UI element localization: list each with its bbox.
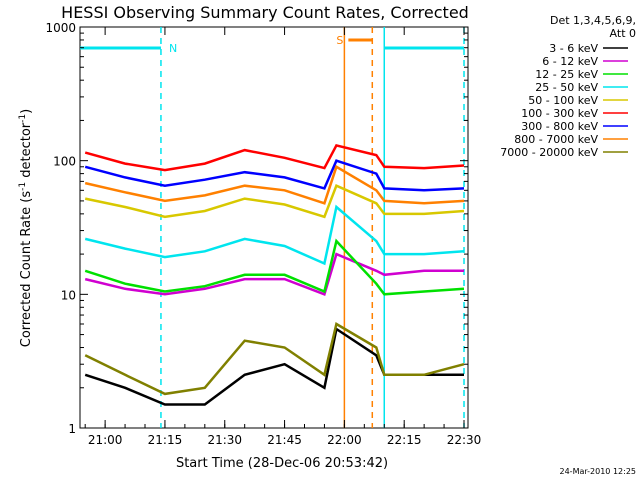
series-line — [84, 322, 465, 396]
series-line — [84, 204, 465, 266]
legend-label: 12 - 25 keV — [535, 68, 598, 81]
y-axis-label-close: ) — [19, 109, 34, 114]
legend-label: 300 - 800 keV — [521, 120, 598, 133]
legend-label: 7000 - 20000 keV — [500, 146, 598, 159]
flag-label: N — [169, 42, 177, 55]
x-axis-ticks: 21:00 21:15 21:30 21:45 22:00 22:15 22:30 — [84, 27, 482, 447]
legend-header-line1: Det 1,3,4,5,6,9, — [550, 14, 636, 27]
y-axis-label: Corrected Count Rate (s-1 detector-1) — [18, 109, 34, 347]
x-tick-label: 21:15 — [148, 433, 183, 447]
x-tick-label: 22:15 — [387, 433, 422, 447]
x-tick-label: 21:00 — [88, 433, 123, 447]
y-tick-label: 1000 — [45, 21, 76, 35]
series-line — [84, 184, 465, 219]
series-line — [84, 252, 464, 296]
count-rate-series — [84, 143, 465, 406]
y-tick-label: 1 — [68, 422, 76, 436]
timestamp: 24-Mar-2010 12:25 — [560, 467, 637, 476]
series-line — [84, 238, 465, 296]
observing-flags: NS — [80, 34, 465, 55]
legend-label: 25 - 50 keV — [535, 81, 598, 94]
series-line — [84, 164, 465, 205]
legend-label: 3 - 6 keV — [549, 42, 598, 55]
chart-title: HESSI Observing Summary Count Rates, Cor… — [61, 3, 469, 22]
legend-label: 6 - 12 keV — [542, 55, 598, 68]
series-line — [84, 159, 465, 192]
y-axis-label-sup1: -1 — [18, 182, 28, 191]
x-tick-label: 22:00 — [327, 433, 362, 447]
flag-label: S — [336, 34, 343, 47]
y-axis-ticks: 1 10 100 1000 — [45, 21, 468, 436]
legend-label: 50 - 100 keV — [528, 94, 598, 107]
y-tick-label: 10 — [61, 288, 76, 302]
x-tick-label: 22:30 — [447, 433, 482, 447]
x-tick-label: 21:30 — [207, 433, 242, 447]
legend-label: 800 - 7000 keV — [514, 133, 598, 146]
legend-label: 100 - 300 keV — [521, 107, 598, 120]
y-axis-label-sup2: -1 — [18, 114, 28, 123]
time-markers — [160, 27, 465, 428]
x-tick-label: 21:45 — [267, 433, 302, 447]
series-line — [84, 143, 465, 172]
y-axis-label-tail: detector — [19, 122, 34, 182]
y-axis-label-main: Corrected Count Rate (s — [19, 191, 34, 348]
legend-header-line2: Att 0 — [610, 27, 636, 40]
series-line — [84, 326, 464, 406]
x-axis-label: Start Time (28-Dec-06 20:53:42) — [176, 456, 388, 471]
plot-frame — [79, 26, 469, 429]
y-tick-label: 100 — [53, 155, 76, 169]
